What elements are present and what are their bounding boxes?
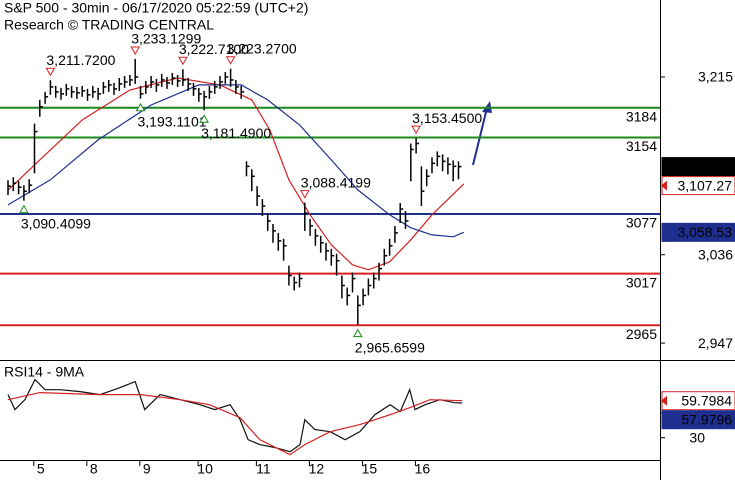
low-annotation: 2,965.6599 <box>355 339 425 355</box>
low-marker <box>135 102 146 112</box>
price-tag-label: 3,124.74 <box>678 158 733 174</box>
level-label: 2965 <box>626 326 657 342</box>
price-tag-pointer <box>661 180 667 191</box>
low-annotation: 3,181.4900 <box>201 125 271 141</box>
x-tick-label: 16 <box>415 461 431 477</box>
x-tick-label: 9 <box>143 461 151 477</box>
price-tag-pointer <box>661 161 667 172</box>
high-marker <box>130 46 141 55</box>
high-annotation: 3,088.4199 <box>301 174 371 190</box>
y-tick-label: 2,947 <box>698 335 733 351</box>
y-tick-label: 3,036 <box>698 246 733 262</box>
x-tick-label: 12 <box>309 461 325 477</box>
x-tick-label: 8 <box>90 461 98 477</box>
price-tag-pointer <box>661 227 667 238</box>
x-tick-label: 5 <box>37 461 45 477</box>
high-marker <box>178 56 188 66</box>
indicator-line <box>7 77 465 271</box>
price-tag-label: 3,058.53 <box>678 224 733 240</box>
level-label: 3017 <box>626 274 657 290</box>
panel-title: RSI14 - 9MA <box>4 364 85 380</box>
high-annotation: 3,153.4500 <box>412 110 482 126</box>
chart-title: S&P 500 - 30min - 06/17/2020 05:22:59 (U… <box>4 0 308 16</box>
low-marker <box>199 114 209 123</box>
indicator-line <box>7 391 463 456</box>
price-tag-pointer <box>661 414 667 425</box>
high-annotation: 3,222.7100 <box>179 41 249 57</box>
y-tick-label: 30 <box>689 429 705 445</box>
price-tag-label: 57.9796 <box>681 411 732 427</box>
low-annotation: 3,090.4099 <box>21 215 91 231</box>
high-marker <box>411 125 421 135</box>
indicator-line <box>7 84 465 238</box>
x-tick-label: 11 <box>256 461 271 477</box>
x-tick-label: 15 <box>362 461 378 477</box>
high-marker <box>299 190 310 199</box>
high-marker <box>225 56 236 65</box>
low-marker <box>352 328 363 338</box>
chart-subtitle: Research © TRADING CENTRAL <box>4 17 214 33</box>
high-annotation: 3,233.1299 <box>131 31 201 47</box>
price-tag-label: 3,107.27 <box>678 177 733 193</box>
y-tick-label: 3,215 <box>698 69 733 85</box>
low-annotation: 3,193.1101 <box>138 113 207 129</box>
high-marker <box>45 67 56 77</box>
level-label: 3077 <box>626 215 657 231</box>
forecast-arrow <box>472 107 488 166</box>
high-annotation: 3,211.7200 <box>46 52 115 68</box>
level-label: 3154 <box>626 138 657 154</box>
high-annotation: 3,223.2700 <box>227 40 297 56</box>
x-tick-label: 10 <box>197 461 213 477</box>
indicator-line <box>7 378 463 453</box>
price-tag-label: 59.7984 <box>681 392 732 408</box>
price-tag-pointer <box>661 395 667 406</box>
low-marker <box>19 204 29 214</box>
level-label: 3184 <box>626 108 657 124</box>
